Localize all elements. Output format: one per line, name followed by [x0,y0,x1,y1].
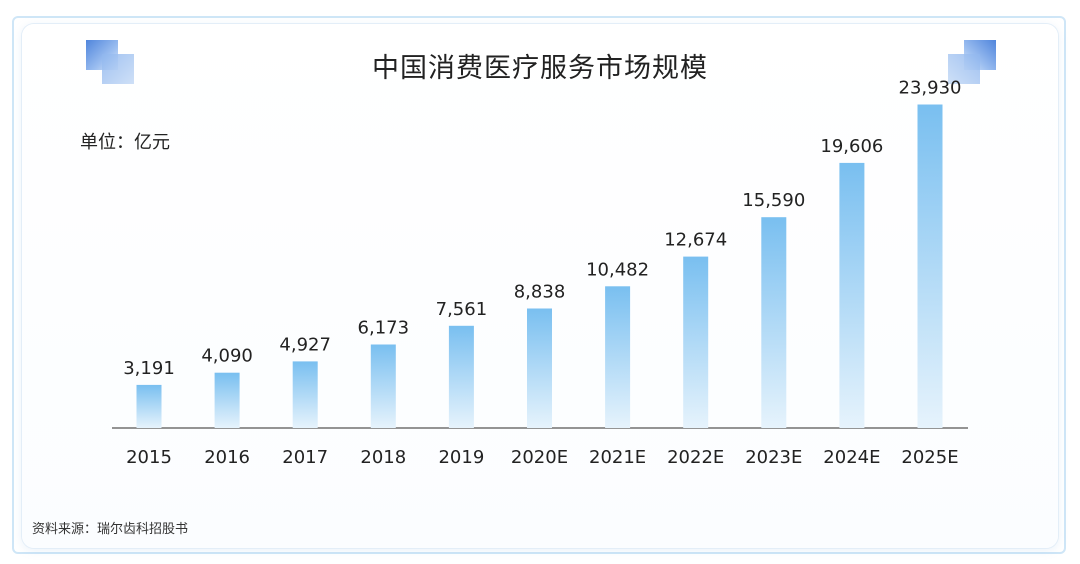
value-label-2025E: 23,930 [899,78,962,99]
bar-2023E [761,217,787,428]
bar-2016 [214,372,240,428]
value-label-2024E: 19,606 [820,136,883,157]
value-label-2019: 7,561 [436,299,488,320]
value-label-2016: 4,090 [201,346,253,367]
x-tick-label-2019: 2019 [438,447,484,468]
x-tick-label-2016: 2016 [204,447,250,468]
unit-label: 单位：亿元 [80,132,170,153]
value-label-2021E: 10,482 [586,259,649,280]
source-note: 资料来源：瑞尔齿科招股书 [32,522,189,537]
x-tick-label-2024E: 2024E [823,447,880,468]
decorative-squares-right [948,40,996,84]
value-label-2022E: 12,674 [664,230,727,251]
value-label-2015: 3,191 [123,358,175,379]
bar-2015 [136,384,162,428]
bar-2025E [917,104,943,428]
bars-group: 3,191 2015 4,090 2016 4,927 2017 6,173 2018 7,56… [123,78,961,469]
bar-2020E [527,308,552,428]
bar-2024E [839,162,865,428]
value-label-2018: 6,173 [358,318,410,339]
decorative-squares-left [86,40,134,84]
x-tick-label-2022E: 2022E [667,447,724,468]
x-tick-label-2021E: 2021E [589,447,646,468]
chart-card [22,24,1058,548]
bar-2022E [683,256,709,428]
x-tick-label-2018: 2018 [360,447,406,468]
outer-frame [12,16,1066,554]
value-label-2020E: 8,838 [514,282,566,303]
bar-2017 [292,361,318,428]
bar-2019 [448,325,474,428]
bar-2021E [605,286,631,428]
x-tick-label-2015: 2015 [126,447,172,468]
chart-title: 中国消费医疗服务市场规模 [372,53,708,84]
x-tick-label-2025E: 2025E [901,447,958,468]
x-tick-label-2020E: 2020E [511,447,568,468]
bar-2018 [370,344,396,428]
value-label-2017: 4,927 [279,334,331,355]
x-tick-label-2023E: 2023E [745,447,802,468]
x-tick-label-2017: 2017 [282,447,328,468]
value-label-2023E: 15,590 [742,190,805,211]
